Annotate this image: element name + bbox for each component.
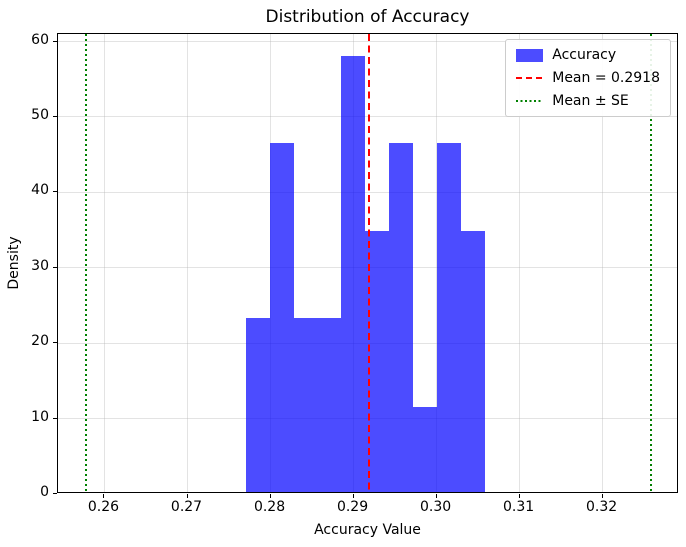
x-tick-label: 0.30 [419, 499, 452, 515]
plot-area: Accuracy Mean = 0.2918 Mean ± SE [57, 33, 678, 493]
y-tick-mark [53, 40, 57, 42]
histogram-bar [437, 143, 461, 492]
legend-item-mean: Mean = 0.2918 [516, 70, 660, 86]
histogram-bar [317, 318, 342, 492]
y-tick-mark [53, 266, 57, 268]
legend-label: Accuracy [552, 47, 617, 63]
x-gridline [436, 34, 438, 492]
chart-title: Distribution of Accuracy [265, 7, 470, 27]
x-tick-label: 0.29 [336, 499, 369, 515]
legend: Accuracy Mean = 0.2918 Mean ± SE [505, 39, 671, 117]
red-dashed-line-icon [516, 77, 544, 79]
x-tick-label: 0.32 [586, 499, 618, 515]
x-gridline [602, 34, 604, 492]
y-tick-label: 0 [40, 484, 49, 500]
x-axis-label: Accuracy Value [314, 522, 421, 538]
legend-label: Mean ± SE [552, 93, 629, 109]
x-gridline [187, 34, 188, 492]
x-tick-mark [186, 494, 188, 498]
mean-line [367, 34, 370, 492]
green-dotted-line-icon [516, 100, 544, 102]
y-tick-mark [53, 342, 57, 344]
y-tick-label: 20 [31, 333, 49, 350]
y-tick-mark [53, 191, 57, 193]
x-gridline [103, 34, 105, 492]
histogram-bar [413, 406, 438, 492]
x-tick-mark [518, 494, 520, 498]
legend-item-accuracy: Accuracy [516, 47, 660, 63]
x-tick-mark [269, 494, 271, 498]
x-tick-label: 0.26 [87, 499, 120, 515]
y-tick-mark [53, 417, 57, 419]
x-tick-mark [103, 494, 105, 498]
x-tick-label: 0.28 [253, 499, 286, 515]
y-tick-label: 30 [31, 257, 49, 274]
se-line [85, 34, 87, 492]
y-tick-mark [53, 493, 57, 494]
histogram-bar [269, 143, 294, 492]
y-tick-label: 10 [31, 408, 49, 425]
y-tick-label: 60 [31, 31, 49, 48]
legend-item-se: Mean ± SE [516, 93, 660, 109]
y-tick-label: 50 [31, 106, 49, 123]
x-tick-label: 0.27 [170, 499, 203, 515]
y-tick-label: 40 [31, 182, 49, 199]
x-tick-label: 0.31 [503, 499, 535, 515]
x-tick-mark [601, 494, 603, 498]
histogram-bar [245, 318, 270, 492]
se-line [650, 34, 652, 492]
y-tick-mark [53, 115, 57, 117]
x-tick-mark [352, 494, 354, 498]
histogram-bar [293, 318, 317, 492]
legend-label: Mean = 0.2918 [552, 70, 660, 86]
x-tick-mark [435, 494, 437, 498]
histogram-bar [389, 143, 414, 492]
x-gridline [519, 34, 521, 492]
histogram-bar [341, 55, 366, 492]
blue-patch-icon [516, 48, 544, 62]
histogram-bar [460, 230, 485, 492]
